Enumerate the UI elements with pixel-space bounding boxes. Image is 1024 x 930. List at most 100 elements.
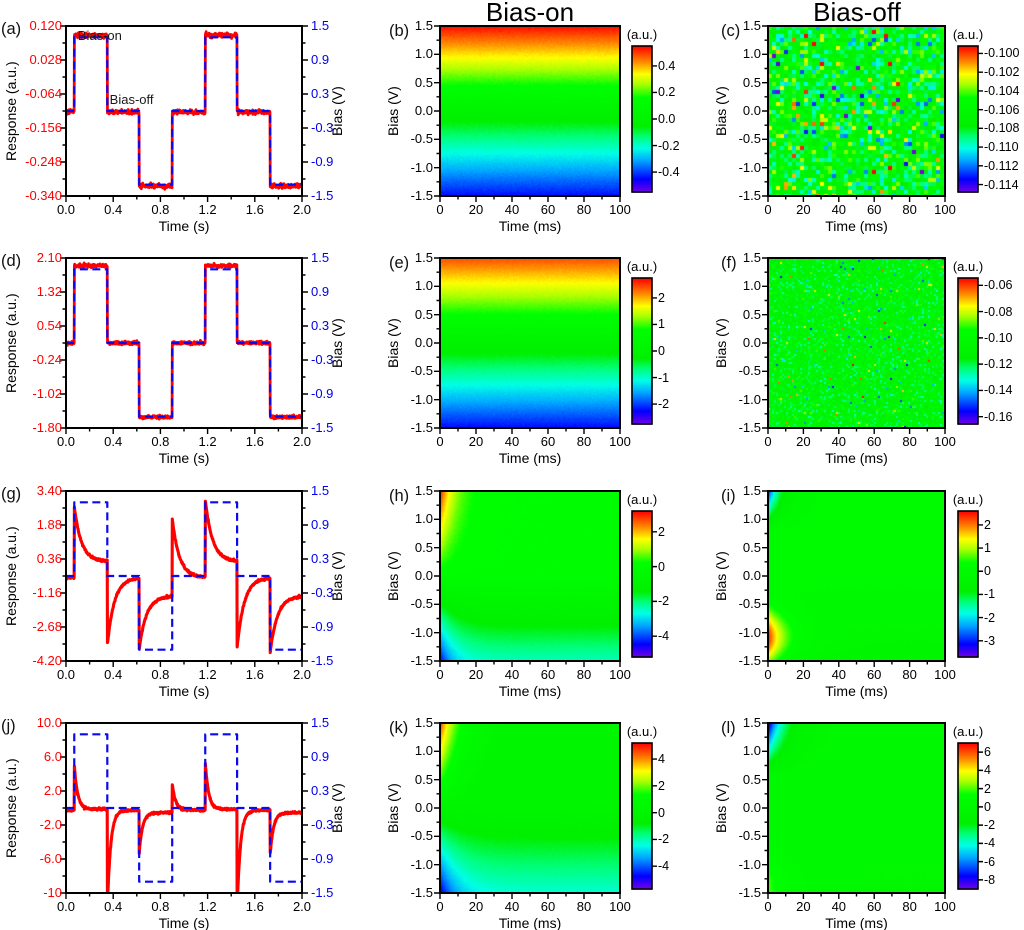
annotation-bias-on: Bias-on [77, 27, 122, 43]
x-tick-label: 60 [540, 899, 556, 914]
y-tick-label: 1.5 [742, 250, 761, 265]
colorbar-tick-label: -0.114 [984, 177, 1019, 192]
panel-b-plot [345, 0, 683, 233]
y-axis-label: Bias (V) [713, 551, 729, 601]
x-tick-label: 1.6 [245, 202, 264, 217]
y-tick-label: 0.5 [414, 771, 433, 787]
colorbar-tick-label: 2 [658, 290, 665, 305]
x-tick-label: 100 [609, 202, 631, 217]
panel-j-plot [0, 697, 345, 930]
y-tick-label: -1.0 [410, 856, 433, 872]
panel-label-d: (d) [1, 252, 22, 270]
y-tick-label: 1.5 [414, 250, 433, 265]
colorbar-tick-label: -0.08 [984, 304, 1013, 319]
y-tick-label-right: -1.5 [311, 188, 334, 203]
x-tick-label: 0 [764, 667, 772, 682]
y-tick-label: 1.5 [414, 18, 433, 33]
y-tick-label-right: 0.3 [311, 551, 330, 566]
y-tick-label: 1.5 [742, 715, 761, 730]
panel-label-c: (c) [721, 22, 741, 40]
x-tick-label: 80 [576, 667, 592, 682]
x-axis-label: Time (ms) [825, 218, 888, 234]
y-tick-label: -1.80 [32, 420, 62, 435]
colorbar-tick-label: -0.4 [658, 165, 680, 180]
colorbar-tick-label: -0.102 [984, 65, 1020, 80]
colorbar-tick-label: -0.104 [984, 83, 1020, 98]
y-tick-label: 0.0 [414, 568, 433, 583]
y-tick-label: 2.0 [43, 783, 62, 798]
x-tick-label: 0 [436, 202, 444, 217]
x-tick-label: 60 [866, 667, 882, 682]
y-tick-label-right: 1.5 [311, 250, 330, 265]
x-tick-label: 0.8 [151, 667, 170, 682]
y-axis-label: Bias (V) [385, 783, 401, 833]
y-axis-label-bias: Bias (V) [329, 86, 345, 136]
colorbar-tick-label: 2 [658, 778, 665, 793]
x-tick-label: 0.0 [56, 899, 76, 914]
x-tick-label: 0 [436, 899, 444, 914]
x-tick-label: 0 [436, 667, 444, 682]
x-tick-label: 100 [934, 202, 956, 217]
colorbar-tick-label: -2 [658, 397, 670, 412]
y-tick-label: -0.248 [25, 154, 62, 169]
y-tick-label-right: -1.5 [311, 885, 334, 900]
colorbar-tick-label: -1 [984, 587, 996, 602]
x-tick-label: 20 [796, 202, 811, 217]
y-tick-label: 1.5 [414, 715, 433, 730]
x-tick-label: 20 [796, 434, 811, 449]
x-axis-label: Time (ms) [825, 683, 888, 699]
colorbar-tick-label: -0.12 [984, 357, 1013, 372]
panel-d-plot [0, 232, 345, 465]
y-tick-label: 0.0 [414, 103, 433, 118]
y-tick-label-right: -0.3 [311, 352, 334, 367]
y-tick-label-right: -0.9 [311, 619, 334, 634]
panel-h-plot [345, 465, 683, 698]
y-tick-label: 0.5 [742, 771, 761, 787]
colorbar-tick-label: -0.14 [984, 383, 1013, 398]
x-tick-label: 100 [934, 434, 956, 449]
y-tick-label: -1.5 [410, 885, 433, 900]
panel-g: 3.40 1.88 0.36 -1.16 -2.68 -4.20 1.5 0.9 0.3 -0.3… [0, 465, 345, 699]
y-tick-label: -0.5 [738, 828, 761, 844]
y-axis-label: Bias (V) [385, 318, 401, 368]
colorbar-tick-label: -2 [658, 832, 670, 847]
x-axis-label: Time (s) [158, 915, 210, 930]
y-tick-label: 0.0 [414, 800, 433, 815]
panel-k-plot [345, 697, 683, 930]
y-tick-label: 0.120 [29, 18, 62, 33]
panel-c: 1.5 1.0 0.5 0.0 -0.5 -1.0 -1.5 0 20 40 60 80 100 Time… [683, 0, 1024, 234]
colorbar-tick-label: -0.16 [984, 409, 1013, 424]
x-tick-label: 1.2 [198, 202, 217, 217]
colorbar-tick-label: 0 [658, 344, 665, 358]
x-tick-label: 40 [504, 667, 520, 682]
y-tick-label: -1.5 [738, 420, 761, 435]
y-tick-label: -0.156 [25, 120, 62, 135]
panel-label-i: (i) [721, 487, 736, 505]
panel-i: 1.5 1.0 0.5 0.0 -0.5 -1.0 -1.5 0 20 40 60 80 100 Time… [683, 465, 1024, 699]
x-tick-label: 100 [609, 434, 631, 449]
x-tick-label: 0 [764, 899, 772, 914]
colorbar-tick-label: -0.110 [984, 140, 1019, 155]
y-tick-label: -1.0 [738, 856, 761, 872]
y-axis-label-bias: Bias (V) [329, 318, 345, 368]
y-tick-label-right: 0.9 [311, 284, 330, 299]
x-tick-label: 80 [576, 434, 592, 449]
colorbar-tick-label: -0.100 [984, 46, 1020, 61]
y-tick-label: -1.16 [32, 585, 62, 600]
y-tick-label: 0.5 [414, 306, 433, 322]
panel-k: 1.5 1.0 0.5 0.0 -0.5 -1.0 -1.5 0 20 40 60 80 100 Time… [345, 697, 683, 930]
panel-c-plot [683, 0, 1024, 233]
y-tick-label: 1.5 [414, 483, 433, 498]
x-tick-label: 2.0 [292, 434, 312, 449]
y-axis-label-bias: Bias (V) [329, 783, 345, 833]
colorbar-tick-label: -2 [984, 818, 996, 833]
x-tick-label: 2.0 [292, 667, 312, 682]
x-tick-label: 20 [468, 667, 484, 682]
x-tick-label: 1.2 [198, 667, 217, 682]
y-tick-label: 0.028 [29, 52, 62, 67]
x-tick-label: 80 [902, 667, 917, 682]
y-tick-label: -1.5 [410, 653, 433, 668]
x-tick-label: 2.0 [292, 899, 312, 914]
y-tick-label: -1.0 [738, 159, 761, 175]
